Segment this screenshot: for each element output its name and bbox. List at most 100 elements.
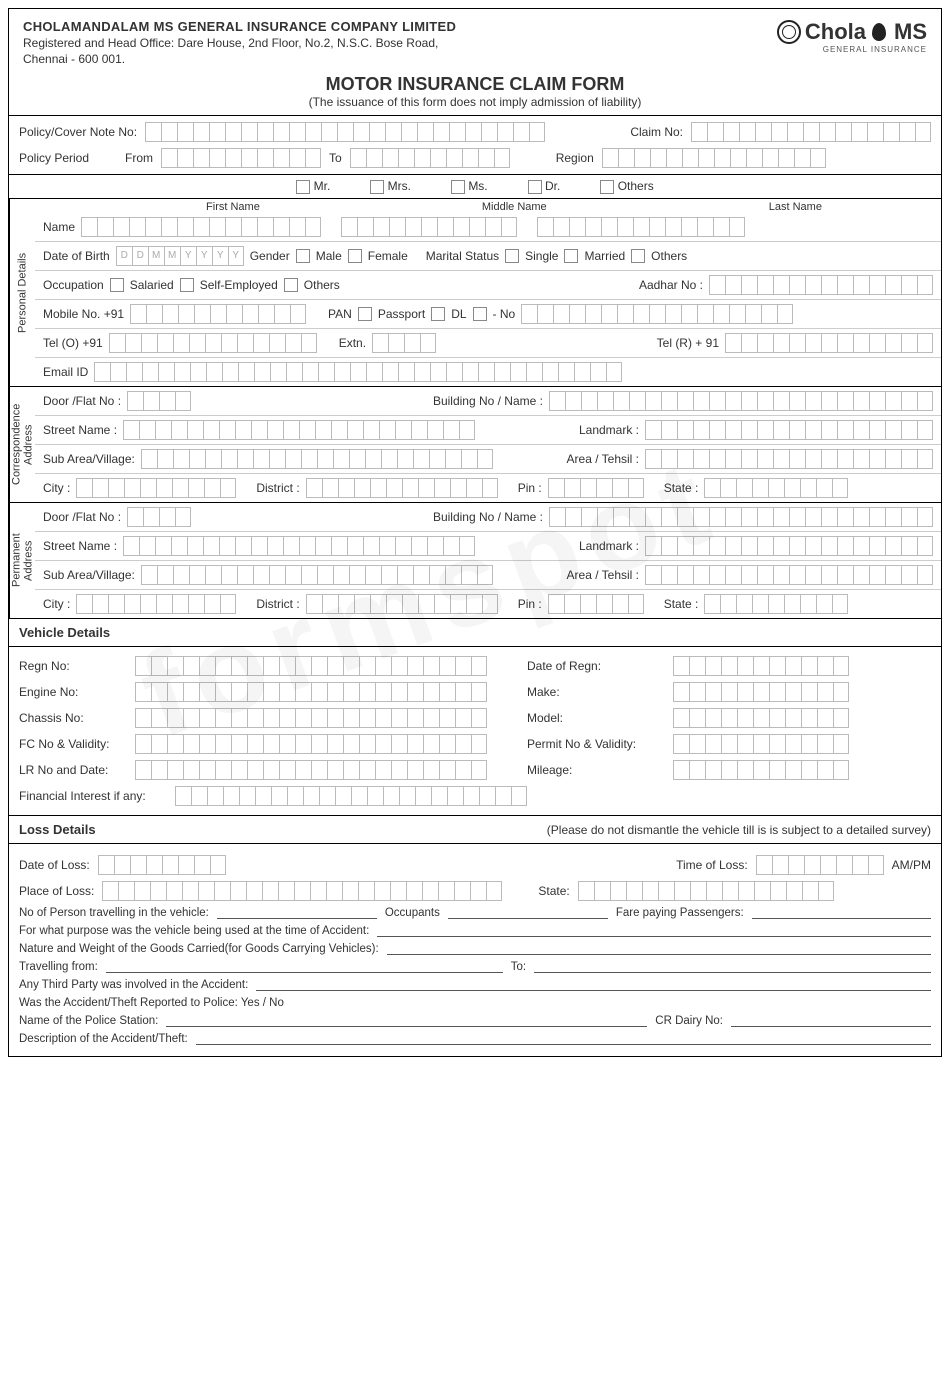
corr-row-3: City :District :Pin :State : bbox=[35, 473, 941, 502]
perm-pin-input[interactable] bbox=[548, 594, 644, 614]
perm-landmark-input[interactable] bbox=[645, 536, 933, 556]
self-employed-checkbox[interactable] bbox=[180, 278, 194, 292]
occ-others-checkbox[interactable] bbox=[284, 278, 298, 292]
region-input[interactable] bbox=[602, 148, 826, 168]
purpose-input[interactable] bbox=[377, 925, 931, 937]
policy-no-input[interactable] bbox=[145, 122, 545, 142]
ms-label: Ms. bbox=[468, 179, 487, 193]
station-input[interactable] bbox=[166, 1015, 647, 1027]
passport-checkbox[interactable] bbox=[431, 307, 445, 321]
dr-label: Dr. bbox=[545, 179, 560, 193]
engine-input[interactable] bbox=[135, 682, 487, 702]
date-regn-input[interactable] bbox=[673, 656, 849, 676]
extn-input[interactable] bbox=[372, 333, 436, 353]
tel-o-input[interactable] bbox=[109, 333, 317, 353]
salaried-checkbox[interactable] bbox=[110, 278, 124, 292]
mobile-input[interactable] bbox=[130, 304, 306, 324]
page-container: formspot CHOLAMANDALAM MS GENERAL INSURA… bbox=[8, 8, 942, 1057]
ms-checkbox[interactable] bbox=[451, 180, 465, 194]
others-label: Others bbox=[618, 179, 654, 193]
aadhar-label: Aadhar No : bbox=[639, 278, 703, 292]
name-label: Name bbox=[43, 220, 75, 234]
corr-building-input[interactable] bbox=[549, 391, 933, 411]
perm-street-input[interactable] bbox=[123, 536, 475, 556]
extn-label: Extn. bbox=[339, 336, 366, 350]
claim-no-label: Claim No: bbox=[630, 125, 683, 139]
corr-pin-input[interactable] bbox=[548, 478, 644, 498]
corr-tehsil-input[interactable] bbox=[645, 449, 933, 469]
last-name-input[interactable] bbox=[537, 217, 745, 237]
pan-checkbox[interactable] bbox=[358, 307, 372, 321]
first-name-header: First Name bbox=[206, 201, 260, 213]
corr-landmark-input[interactable] bbox=[645, 420, 933, 440]
middle-name-input[interactable] bbox=[341, 217, 517, 237]
dr-checkbox[interactable] bbox=[528, 180, 542, 194]
occupants-input[interactable] bbox=[448, 907, 608, 919]
third-party-label: Any Third Party was involved in the Acci… bbox=[19, 979, 248, 991]
time-loss-input[interactable] bbox=[756, 855, 884, 875]
third-party-input[interactable] bbox=[256, 979, 931, 991]
perm-state-input[interactable] bbox=[704, 594, 848, 614]
corr-state-input[interactable] bbox=[704, 478, 848, 498]
male-checkbox[interactable] bbox=[296, 249, 310, 263]
travelling-to-input[interactable] bbox=[534, 961, 931, 973]
goods-input[interactable] bbox=[387, 943, 931, 955]
claim-no-input[interactable] bbox=[691, 122, 931, 142]
description-input[interactable] bbox=[196, 1033, 931, 1045]
mileage-input[interactable] bbox=[673, 760, 849, 780]
perm-district-input[interactable] bbox=[306, 594, 498, 614]
corr-district-input[interactable] bbox=[306, 478, 498, 498]
aadhar-input[interactable] bbox=[709, 275, 933, 295]
chassis-input[interactable] bbox=[135, 708, 487, 728]
married-checkbox[interactable] bbox=[564, 249, 578, 263]
others-checkbox[interactable] bbox=[600, 180, 614, 194]
date-loss-input[interactable] bbox=[98, 855, 226, 875]
loss-section-title: Loss Details bbox=[19, 822, 96, 837]
idno-input[interactable] bbox=[521, 304, 793, 324]
perm-tehsil-input[interactable] bbox=[645, 565, 933, 585]
cr-dairy-input[interactable] bbox=[731, 1015, 931, 1027]
single-checkbox[interactable] bbox=[505, 249, 519, 263]
perm-landmark-label: Landmark : bbox=[579, 539, 639, 553]
loss-header: Loss Details (Please do not dismantle th… bbox=[9, 815, 941, 843]
perm-city-input[interactable] bbox=[76, 594, 236, 614]
salutation-row: Mr. Mrs. Ms. Dr. Others bbox=[9, 174, 941, 198]
female-checkbox[interactable] bbox=[348, 249, 362, 263]
dl-checkbox[interactable] bbox=[473, 307, 487, 321]
mr-checkbox[interactable] bbox=[296, 180, 310, 194]
regn-input[interactable] bbox=[135, 656, 487, 676]
perm-door-input[interactable] bbox=[127, 507, 191, 527]
loss-state-input[interactable] bbox=[578, 881, 834, 901]
permit-label: Permit No & Validity: bbox=[527, 737, 667, 751]
make-input[interactable] bbox=[673, 682, 849, 702]
first-name-input[interactable] bbox=[81, 217, 321, 237]
dob-input[interactable]: DDMMYYYY bbox=[116, 246, 244, 266]
company-address-1: Registered and Head Office: Dare House, … bbox=[23, 36, 777, 50]
email-input[interactable] bbox=[94, 362, 622, 382]
corr-street-input[interactable] bbox=[123, 420, 475, 440]
persons-input[interactable] bbox=[217, 907, 377, 919]
corr-subarea-input[interactable] bbox=[141, 449, 493, 469]
travelling-from-input[interactable] bbox=[106, 961, 503, 973]
email-label: Email ID bbox=[43, 365, 88, 379]
to-input[interactable] bbox=[350, 148, 510, 168]
fin-input[interactable] bbox=[175, 786, 527, 806]
perm-building-label: Building No / Name : bbox=[433, 510, 543, 524]
corr-city-input[interactable] bbox=[76, 478, 236, 498]
perm-subarea-input[interactable] bbox=[141, 565, 493, 585]
lr-input[interactable] bbox=[135, 760, 487, 780]
mrs-checkbox[interactable] bbox=[370, 180, 384, 194]
tel-r-label: Tel (R) + 91 bbox=[657, 336, 719, 350]
passengers-input[interactable] bbox=[752, 907, 931, 919]
perm-city-label: City : bbox=[43, 597, 70, 611]
from-input[interactable] bbox=[161, 148, 321, 168]
permit-input[interactable] bbox=[673, 734, 849, 754]
perm-building-input[interactable] bbox=[549, 507, 933, 527]
place-loss-input[interactable] bbox=[102, 881, 502, 901]
marital-others-checkbox[interactable] bbox=[631, 249, 645, 263]
model-input[interactable] bbox=[673, 708, 849, 728]
single-label: Single bbox=[525, 249, 558, 263]
fc-input[interactable] bbox=[135, 734, 487, 754]
corr-door-input[interactable] bbox=[127, 391, 191, 411]
tel-r-input[interactable] bbox=[725, 333, 933, 353]
